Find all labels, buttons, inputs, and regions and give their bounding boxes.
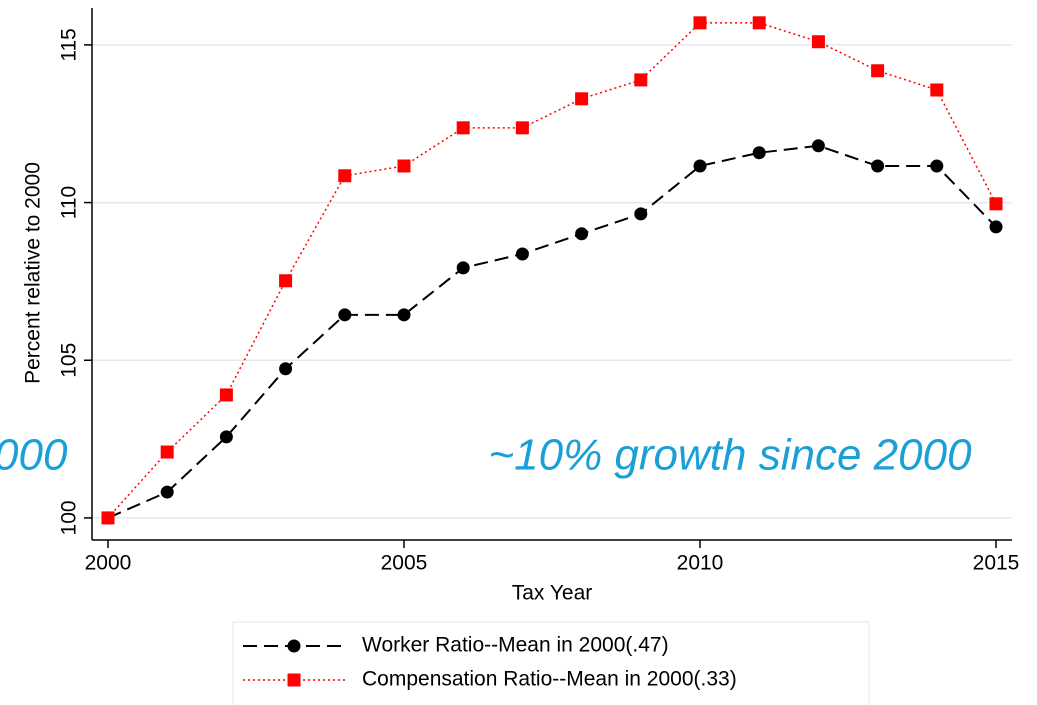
annotation: ~10% growth since 2000 [488, 431, 972, 480]
y-tick-label: 100 [58, 500, 81, 535]
data-point [397, 308, 411, 322]
data-point [456, 121, 470, 135]
x-tick-label: 2000 [85, 552, 132, 575]
data-point [397, 159, 411, 173]
legend-label: Worker Ratio--Mean in 2000(.47) [362, 634, 669, 657]
data-point [871, 159, 885, 173]
data-point [634, 73, 648, 87]
y-tick-label: 105 [58, 343, 81, 378]
annotation: 000 [0, 431, 68, 480]
x-tick-label: 2010 [677, 552, 724, 575]
data-point [811, 139, 825, 153]
data-point [338, 308, 352, 322]
data-point [575, 227, 589, 241]
data-point [515, 121, 529, 135]
y-tick-label: 110 [58, 186, 81, 219]
legend-box [232, 621, 870, 705]
data-point [338, 169, 352, 183]
data-point [930, 159, 944, 173]
data-point [456, 261, 470, 275]
data-point [989, 220, 1003, 234]
data-point [101, 511, 115, 525]
data-point [989, 197, 1003, 211]
data-point [219, 430, 233, 444]
data-point [160, 445, 174, 459]
series-line [107, 22, 997, 519]
data-point [871, 64, 885, 78]
data-point [752, 16, 766, 30]
data-point [811, 35, 825, 49]
data-point [515, 247, 529, 261]
data-point [930, 83, 944, 97]
x-axis-label: Tax Year [512, 582, 593, 605]
x-tick-label: 2005 [381, 552, 428, 575]
data-point [279, 362, 293, 376]
x-tick-label: 2015 [973, 552, 1020, 575]
y-axis-label: Percent relative to 2000 [22, 162, 45, 384]
data-point [693, 159, 707, 173]
legend-marker [287, 673, 301, 687]
data-point [160, 485, 174, 499]
data-point [634, 207, 648, 221]
data-point [752, 146, 766, 160]
data-point [219, 388, 233, 402]
legend-label: Compensation Ratio--Mean in 2000(.33) [362, 668, 737, 691]
data-point [575, 92, 589, 106]
data-point [693, 16, 707, 30]
series-line [107, 144, 997, 519]
y-tick-label: 115 [58, 28, 81, 61]
legend-marker [287, 639, 301, 653]
data-point [279, 274, 293, 288]
